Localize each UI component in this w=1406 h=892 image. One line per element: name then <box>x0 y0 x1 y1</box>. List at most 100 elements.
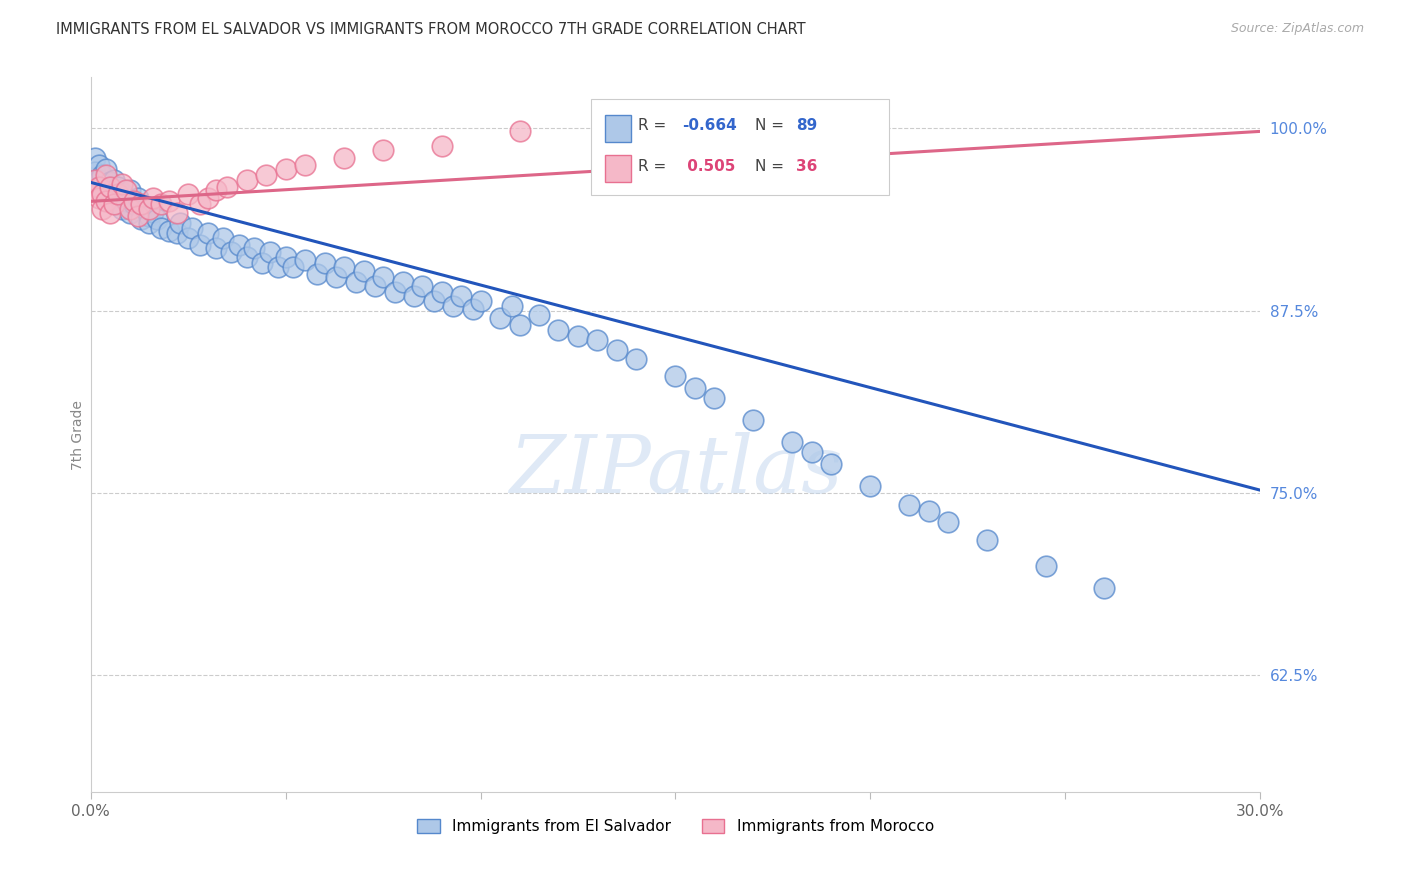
Point <box>87 172 110 186</box>
Point <box>274 250 297 264</box>
Point <box>91 183 114 197</box>
Point <box>91 187 114 202</box>
Point <box>325 270 347 285</box>
Point <box>391 275 413 289</box>
Y-axis label: 7th Grade: 7th Grade <box>72 400 86 469</box>
Point <box>177 187 200 202</box>
Point <box>197 192 219 206</box>
Point <box>567 328 589 343</box>
Point <box>87 179 110 194</box>
Point <box>127 209 149 223</box>
Point <box>470 293 492 308</box>
Point <box>103 172 125 186</box>
Point <box>166 206 188 220</box>
Point <box>138 209 160 223</box>
Point <box>782 435 804 450</box>
Point <box>83 183 105 197</box>
Point <box>489 311 512 326</box>
Point <box>450 289 472 303</box>
Point <box>259 245 281 260</box>
Point <box>294 158 316 172</box>
Point <box>204 183 226 197</box>
Point <box>157 223 180 237</box>
Text: 89: 89 <box>796 118 817 133</box>
Bar <box>605 155 631 183</box>
Point <box>364 279 387 293</box>
Point <box>267 260 290 274</box>
Point <box>87 158 110 172</box>
Point <box>305 268 328 282</box>
Text: 36: 36 <box>796 160 817 174</box>
Point <box>314 255 336 269</box>
Point <box>87 179 110 194</box>
Point <box>527 308 550 322</box>
Point <box>91 202 114 216</box>
Point <box>107 187 129 202</box>
Point <box>274 162 297 177</box>
Point <box>177 231 200 245</box>
Point <box>138 216 160 230</box>
Point <box>461 302 484 317</box>
Point <box>235 250 257 264</box>
Point <box>333 151 356 165</box>
Point <box>344 275 367 289</box>
Point <box>333 260 356 274</box>
Point <box>384 285 406 299</box>
FancyBboxPatch shape <box>591 99 890 195</box>
Point <box>1092 581 1115 595</box>
Point <box>820 457 842 471</box>
Point <box>683 381 706 395</box>
Point <box>859 479 882 493</box>
Point <box>228 238 250 252</box>
Point <box>96 168 118 182</box>
Point <box>96 162 118 177</box>
Point <box>976 533 998 547</box>
Point <box>703 391 725 405</box>
Point <box>219 245 242 260</box>
Point <box>149 197 172 211</box>
Point <box>146 211 169 226</box>
Text: ZIPatlas: ZIPatlas <box>509 432 842 509</box>
Point <box>103 192 125 206</box>
Text: IMMIGRANTS FROM EL SALVADOR VS IMMIGRANTS FROM MOROCCO 7TH GRADE CORRELATION CHA: IMMIGRANTS FROM EL SALVADOR VS IMMIGRANT… <box>56 22 806 37</box>
Point <box>371 144 394 158</box>
Point <box>83 165 105 179</box>
Point <box>254 168 277 182</box>
Point <box>83 151 105 165</box>
Point <box>404 289 426 303</box>
Point <box>83 172 105 186</box>
Point <box>936 515 959 529</box>
Point <box>118 206 141 220</box>
Point <box>252 255 274 269</box>
Point <box>107 197 129 211</box>
Point <box>181 220 204 235</box>
Point <box>98 194 121 209</box>
Text: N =: N = <box>755 160 789 174</box>
Point <box>169 216 191 230</box>
Point <box>217 179 239 194</box>
Bar <box>605 114 631 142</box>
Point <box>371 270 394 285</box>
Text: -0.664: -0.664 <box>682 118 737 133</box>
Point <box>118 183 141 197</box>
Point <box>118 202 141 216</box>
Point <box>142 204 165 219</box>
Point <box>664 369 686 384</box>
Point <box>243 241 266 255</box>
Point <box>115 194 138 209</box>
Point <box>122 197 145 211</box>
Text: N =: N = <box>755 118 789 133</box>
Point <box>430 139 453 153</box>
Point <box>131 197 153 211</box>
Point <box>127 192 149 206</box>
Point <box>411 279 433 293</box>
Point <box>138 202 160 216</box>
Point <box>283 260 305 274</box>
Point <box>441 299 464 313</box>
Point <box>508 124 530 138</box>
Point <box>98 176 121 190</box>
Point <box>235 172 257 186</box>
Point <box>149 220 172 235</box>
Point <box>115 183 138 197</box>
Point <box>353 264 375 278</box>
